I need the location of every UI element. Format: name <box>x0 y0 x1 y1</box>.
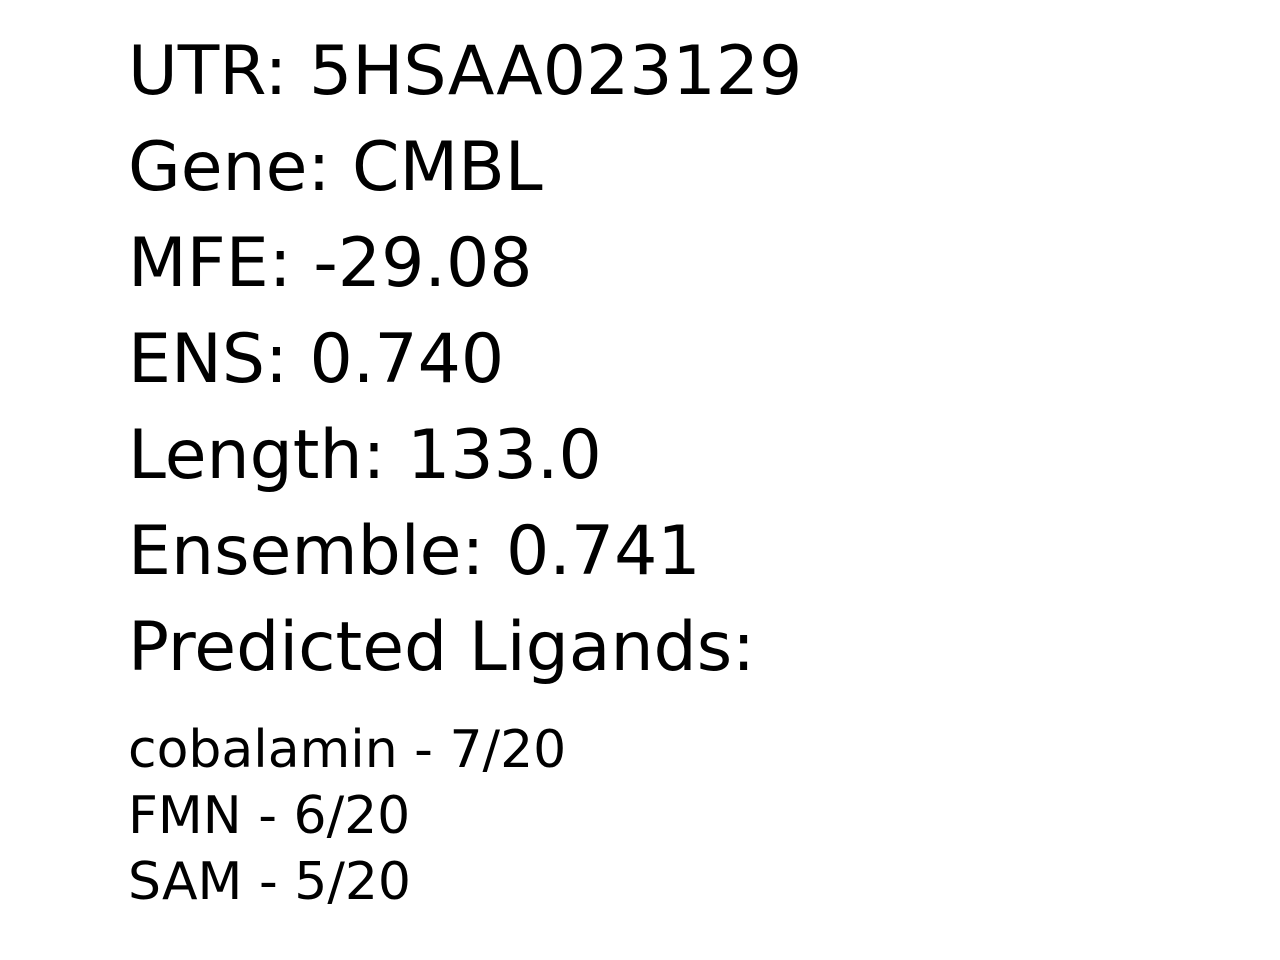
ligand-item: SAM - 5/20 <box>128 852 412 912</box>
mfe-line: MFE: -29.08 <box>128 224 533 303</box>
predicted-ligands-heading: Predicted Ligands: <box>128 608 756 687</box>
utr-id-line: UTR: 5HSAA023129 <box>128 32 803 111</box>
length-line: Length: 133.0 <box>128 416 602 495</box>
gene-line: Gene: CMBL <box>128 128 543 207</box>
ens-line: ENS: 0.740 <box>128 320 505 399</box>
ligand-item: cobalamin - 7/20 <box>128 720 567 780</box>
ensemble-line: Ensemble: 0.741 <box>128 512 701 591</box>
ligand-item: FMN - 6/20 <box>128 786 411 846</box>
